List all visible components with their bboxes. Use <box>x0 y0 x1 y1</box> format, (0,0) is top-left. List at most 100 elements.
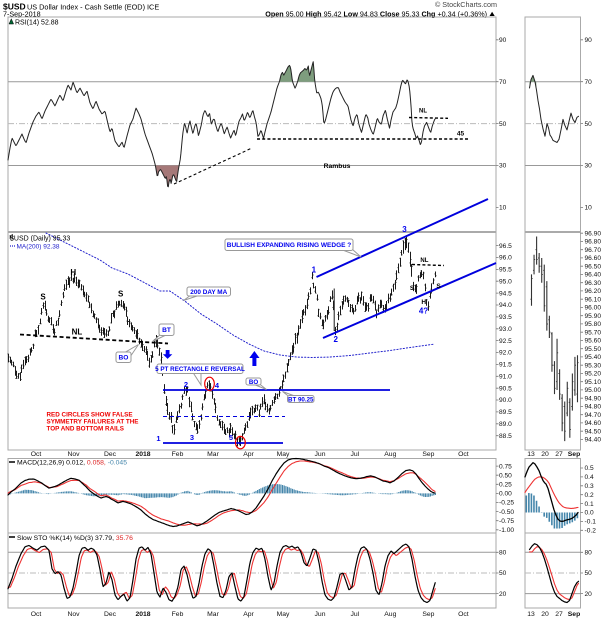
svg-text:7-Sep-2018: 7-Sep-2018 <box>3 10 41 19</box>
svg-text:95.90: 95.90 <box>585 313 602 320</box>
svg-text:BT: BT <box>162 327 171 334</box>
svg-text:2: 2 <box>184 380 188 389</box>
svg-text:Aug: Aug <box>384 451 396 458</box>
svg-text:90: 90 <box>499 37 507 44</box>
svg-text:1: 1 <box>312 266 317 275</box>
svg-text:0.00: 0.00 <box>499 491 512 498</box>
svg-text:0.1: 0.1 <box>585 501 594 508</box>
svg-text:95.70: 95.70 <box>585 329 602 336</box>
svg-text:94.50: 94.50 <box>585 428 602 435</box>
svg-text:94.80: 94.80 <box>585 404 602 411</box>
svg-text:NL: NL <box>419 109 427 115</box>
svg-text:94.5: 94.5 <box>499 290 512 297</box>
svg-text:95.0: 95.0 <box>499 278 512 285</box>
svg-text:0.5: 0.5 <box>585 465 594 472</box>
svg-text:Jul: Jul <box>350 451 359 458</box>
svg-text:90.0: 90.0 <box>499 397 512 404</box>
svg-text:May: May <box>277 611 290 618</box>
svg-text:Jun: Jun <box>315 451 326 458</box>
svg-text:27: 27 <box>555 451 563 458</box>
svg-text:May: May <box>277 451 290 458</box>
svg-text:80: 80 <box>499 550 507 557</box>
svg-text:20: 20 <box>541 611 549 618</box>
svg-text:95.80: 95.80 <box>585 321 602 328</box>
svg-text:Dec: Dec <box>104 451 117 458</box>
svg-text:H: H <box>421 299 426 306</box>
svg-text:20: 20 <box>499 591 507 598</box>
svg-text:Sep: Sep <box>568 611 580 618</box>
svg-text:50: 50 <box>499 121 507 128</box>
svg-text:92.5: 92.5 <box>499 338 512 345</box>
svg-text:50: 50 <box>585 121 593 128</box>
svg-text:89.0: 89.0 <box>499 421 512 428</box>
svg-text:S: S <box>436 283 441 290</box>
svg-text:H: H <box>70 268 76 277</box>
svg-text:88.5: 88.5 <box>499 433 512 440</box>
svg-text:70: 70 <box>585 79 593 86</box>
svg-text:96.50: 96.50 <box>585 263 602 270</box>
svg-text:70: 70 <box>499 79 507 86</box>
svg-text:S: S <box>40 293 46 302</box>
svg-text:90: 90 <box>585 37 593 44</box>
svg-text:$USD (Daily) 95.33: $USD (Daily) 95.33 <box>10 236 70 243</box>
svg-text:$USD: $USD <box>3 2 26 12</box>
svg-text:2018: 2018 <box>135 451 150 458</box>
svg-text:Mar: Mar <box>207 451 219 458</box>
svg-text:0.25: 0.25 <box>499 482 512 489</box>
svg-text:95.00: 95.00 <box>585 387 602 394</box>
svg-text:0.0: 0.0 <box>585 510 594 517</box>
svg-text:94.0: 94.0 <box>499 302 512 309</box>
svg-text:2018: 2018 <box>135 611 150 618</box>
svg-text:90.5: 90.5 <box>499 385 512 392</box>
svg-text:-0.2: -0.2 <box>585 528 597 535</box>
svg-text:Feb: Feb <box>172 451 184 458</box>
svg-text:20: 20 <box>585 591 593 598</box>
svg-text:-0.50: -0.50 <box>499 509 514 516</box>
svg-text:91.5: 91.5 <box>499 362 512 369</box>
svg-text:0.3: 0.3 <box>585 483 594 490</box>
svg-text:96.00: 96.00 <box>585 305 602 312</box>
svg-text:30: 30 <box>499 163 507 170</box>
svg-text:-1.00: -1.00 <box>499 527 514 534</box>
svg-text:94.70: 94.70 <box>585 412 602 419</box>
svg-text:93.5: 93.5 <box>499 314 512 321</box>
svg-text:Oct: Oct <box>31 451 42 458</box>
svg-text:89.5: 89.5 <box>499 409 512 416</box>
svg-text:95.10: 95.10 <box>585 379 602 386</box>
svg-text:Oct: Oct <box>458 611 469 618</box>
svg-text:200 DAY MA: 200 DAY MA <box>190 289 227 296</box>
svg-text:13: 13 <box>527 611 535 618</box>
svg-text:BO: BO <box>119 355 129 362</box>
svg-text:Apr: Apr <box>243 451 254 458</box>
svg-text:Open 95.00 High 95.42 Low 94.8: Open 95.00 High 95.42 Low 94.83 Close 95… <box>265 10 487 19</box>
svg-text:3: 3 <box>190 433 194 442</box>
svg-text:13: 13 <box>527 451 535 458</box>
svg-text:2: 2 <box>333 335 338 344</box>
svg-text:BULLISH EXPANDING RISING WEDGE: BULLISH EXPANDING RISING WEDGE ? <box>227 242 351 249</box>
svg-text:96.30: 96.30 <box>585 280 602 287</box>
svg-text:96.90: 96.90 <box>585 230 602 237</box>
svg-text:Nov: Nov <box>67 611 80 618</box>
svg-text:MA(200) 92.38: MA(200) 92.38 <box>17 244 60 251</box>
svg-text:96.10: 96.10 <box>585 296 602 303</box>
svg-text:96.80: 96.80 <box>585 239 602 246</box>
svg-text:S: S <box>410 285 415 292</box>
svg-text:91.0: 91.0 <box>499 373 512 380</box>
svg-text:Jul: Jul <box>350 611 359 618</box>
svg-text:94.40: 94.40 <box>585 437 602 444</box>
svg-text:3: 3 <box>402 225 407 234</box>
svg-text:0.4: 0.4 <box>585 474 594 481</box>
svg-text:Oct: Oct <box>458 451 469 458</box>
svg-text:Jun: Jun <box>315 611 326 618</box>
svg-text:Oct: Oct <box>31 611 42 618</box>
svg-text:-0.75: -0.75 <box>499 518 514 525</box>
svg-text:BO: BO <box>249 379 258 386</box>
svg-text:93.0: 93.0 <box>499 326 512 333</box>
svg-text:© StockCharts.com: © StockCharts.com <box>435 0 497 9</box>
svg-text:50: 50 <box>499 570 507 577</box>
svg-text:-0.1: -0.1 <box>585 519 597 526</box>
svg-text:94.60: 94.60 <box>585 420 602 427</box>
svg-text:Nov: Nov <box>67 451 80 458</box>
svg-text:NL: NL <box>420 258 428 264</box>
svg-text:Feb: Feb <box>172 611 184 618</box>
